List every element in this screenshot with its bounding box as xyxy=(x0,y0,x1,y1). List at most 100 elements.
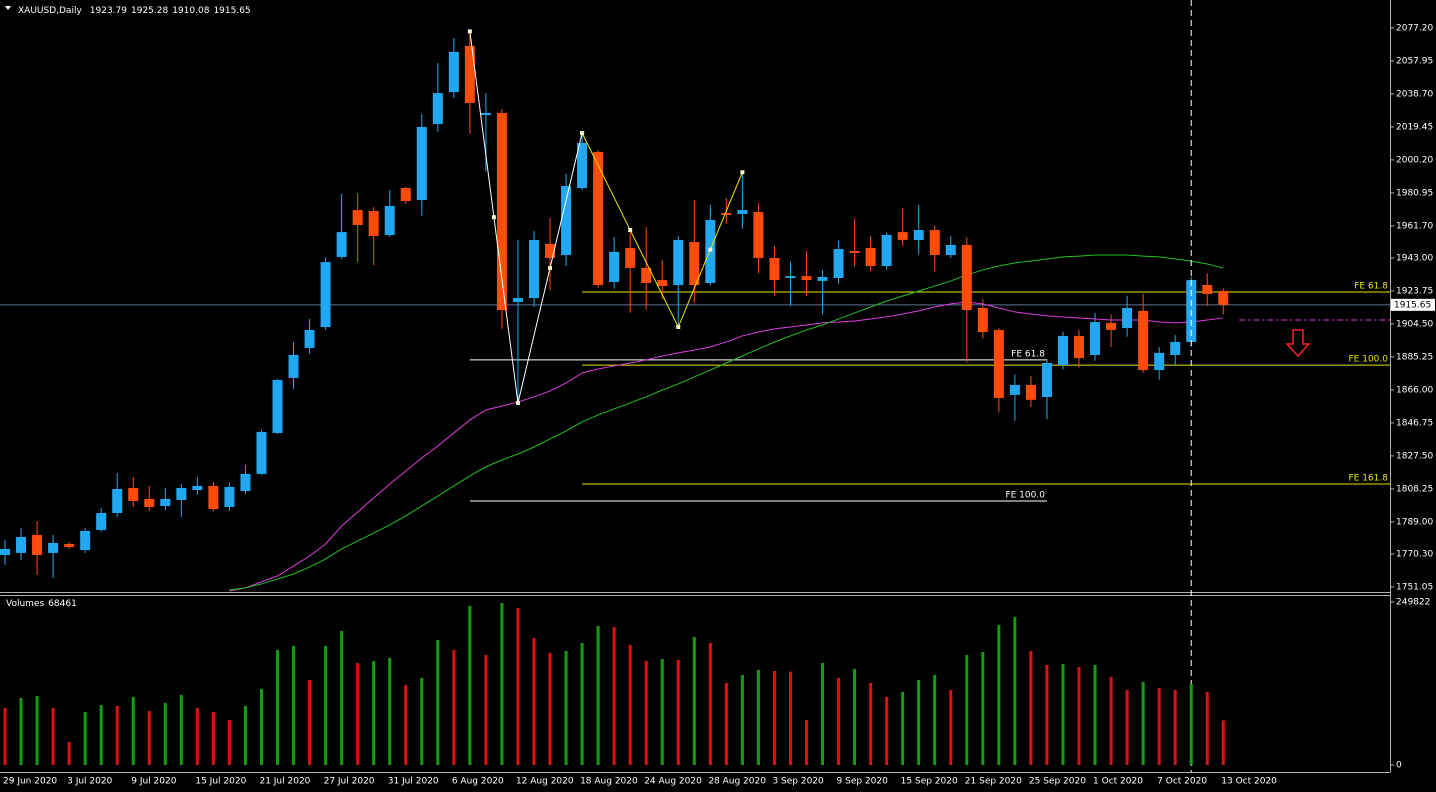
symbol: XAUUSD,Daily xyxy=(18,6,82,16)
y-tick-label: 0 xyxy=(1396,760,1402,770)
volume-bar xyxy=(420,678,424,765)
volume-bar xyxy=(949,689,953,765)
candle-body xyxy=(368,210,379,237)
candle-body xyxy=(689,242,700,286)
candle-body xyxy=(881,234,892,267)
menu-triangle[interactable] xyxy=(5,6,11,10)
candle-body xyxy=(1170,341,1181,355)
chart-title: XAUUSD,Daily 1923.79 1925.28 1910.08 1915.65 xyxy=(18,6,251,16)
volume-bar xyxy=(548,652,552,765)
x-tick-label: 9 Sep 2020 xyxy=(837,777,889,787)
candle-body xyxy=(272,379,283,433)
volume-bar xyxy=(580,642,584,765)
y-tick-label: 1866.00 xyxy=(1396,385,1433,395)
volume-bar xyxy=(1141,681,1145,765)
candle-body xyxy=(721,213,732,215)
candle-body xyxy=(432,93,443,124)
candle-body xyxy=(625,248,636,268)
candle-body xyxy=(977,307,988,332)
x-tick-label: 29 Jun 2020 xyxy=(3,777,57,787)
zigzag-point xyxy=(515,400,520,405)
candle-body xyxy=(48,542,59,553)
candle-body xyxy=(304,329,315,348)
x-tick-label: 18 Aug 2020 xyxy=(580,777,638,787)
zigzag-point xyxy=(676,325,681,330)
y-tick-label: 2077.20 xyxy=(1396,23,1433,33)
candle-body xyxy=(961,244,972,311)
volume-bar xyxy=(51,708,55,765)
y-tick-label: 1751.05 xyxy=(1396,582,1433,592)
candle-body xyxy=(112,488,123,513)
price-box-label: 1915.65 xyxy=(1394,300,1431,310)
x-tick-label: 1 Oct 2020 xyxy=(1093,777,1143,787)
volume-bar xyxy=(805,719,808,765)
y-tick-label: 1808.25 xyxy=(1396,484,1433,494)
candle-body xyxy=(737,209,748,215)
y-tick-label: 2057.95 xyxy=(1396,56,1433,66)
ohlc-close: 1915.65 xyxy=(213,6,250,16)
x-tick-label: 24 Aug 2020 xyxy=(644,777,702,787)
volume-bar xyxy=(965,654,969,765)
candle-body xyxy=(1074,335,1085,359)
y-tick-label: 2000.20 xyxy=(1396,155,1433,165)
volume-bar xyxy=(276,649,280,765)
volume-bar xyxy=(243,705,247,765)
candle-body xyxy=(64,544,75,547)
candle-body xyxy=(833,249,844,279)
y-tick-label: 1943.00 xyxy=(1396,253,1433,263)
x-tick-label: 15 Sep 2020 xyxy=(901,777,958,787)
volume-bar xyxy=(821,662,825,765)
price-box xyxy=(1391,298,1435,311)
x-tick-label: 13 Oct 2020 xyxy=(1221,777,1277,787)
zigzag-point xyxy=(740,170,745,175)
candle-body xyxy=(16,536,27,553)
volume-bar xyxy=(211,712,215,765)
volume-bar xyxy=(1221,720,1225,765)
y-tick-label: 1961.70 xyxy=(1396,221,1433,231)
candle-body xyxy=(336,232,347,257)
volume-bar xyxy=(756,669,760,765)
x-tick-label: 25 Sep 2020 xyxy=(1029,777,1086,787)
candle-body xyxy=(416,127,427,201)
volume-bar xyxy=(740,674,744,765)
candle-body xyxy=(785,276,796,279)
panel-value: 68461 xyxy=(48,599,77,609)
volume-bar xyxy=(324,645,328,765)
y-tick-label: 1904.50 xyxy=(1396,319,1433,329)
volume-bar xyxy=(67,742,71,765)
volume-bar xyxy=(708,642,712,765)
zigzag-midpoint xyxy=(708,247,713,252)
volume-bar xyxy=(292,645,296,765)
volume-bar xyxy=(917,679,921,765)
x-tick-label: 9 Jul 2020 xyxy=(131,777,176,787)
y-tick-label: 1827.50 xyxy=(1396,451,1433,461)
ohlc-open: 1923.79 xyxy=(90,6,127,16)
volume-bar xyxy=(837,678,841,765)
candle-body xyxy=(609,251,620,282)
candle-body xyxy=(929,230,940,256)
volume-bar xyxy=(564,650,568,765)
volume-bar xyxy=(1189,683,1193,765)
volume-bar xyxy=(259,688,263,765)
candle-body xyxy=(865,248,876,267)
y-tick-label: 1885.25 xyxy=(1396,352,1433,362)
volume-bar xyxy=(1045,664,1049,765)
volume-bar xyxy=(885,696,889,765)
candle-body xyxy=(593,152,604,286)
volume-bar xyxy=(676,659,680,765)
candle-body xyxy=(1057,335,1068,366)
candle-body xyxy=(817,276,828,281)
down-arrow xyxy=(1285,329,1311,358)
y-tick-label: 1980.95 xyxy=(1396,188,1433,198)
candle-body xyxy=(0,548,10,555)
volume-bar xyxy=(1061,663,1065,765)
moving-average xyxy=(229,254,1224,591)
volume-bar xyxy=(452,649,456,765)
candle-body xyxy=(993,329,1004,398)
volume-bar xyxy=(1093,664,1097,765)
volume-bar xyxy=(227,719,231,765)
y-tick-label: 2038.70 xyxy=(1396,89,1433,99)
candle-body xyxy=(480,112,491,116)
volume-bar xyxy=(1173,689,1177,765)
